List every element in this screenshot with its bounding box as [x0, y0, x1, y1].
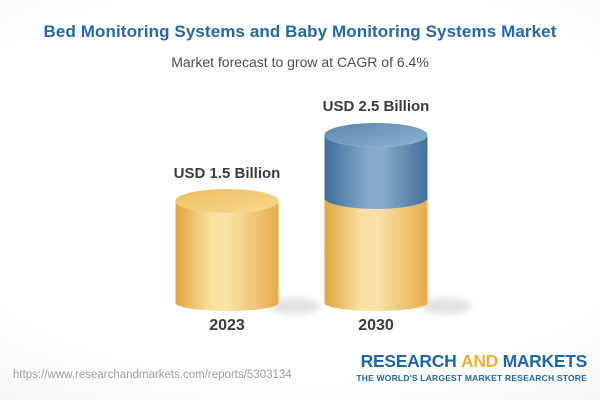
- chart-subtitle: Market forecast to grow at CAGR of 6.4%: [171, 54, 429, 70]
- bar-2023-body: [175, 201, 279, 311]
- logo-wordmark: RESEARCH AND MARKETS: [356, 351, 588, 371]
- bar-2030-cylinder: [324, 123, 428, 311]
- bar-2023-value-label: USD 1.5 Billion: [173, 165, 281, 182]
- chart-title: Bed Monitoring Systems and Baby Monitori…: [43, 22, 557, 41]
- bar-2030-shadow: [419, 298, 471, 314]
- bar-shadows: [269, 298, 471, 314]
- report-url: https://www.researchandmarkets.com/repor…: [13, 369, 292, 381]
- bar-2030-base-segment: [324, 198, 428, 311]
- bar-2023-top: [175, 189, 279, 213]
- bar-2030-value-label: USD 2.5 Billion: [322, 98, 430, 115]
- logo-tagline: THE WORLD'S LARGEST MARKET RESEARCH STOR…: [356, 372, 587, 383]
- bar-2023-category-label: 2023: [209, 317, 245, 334]
- logo-word-and: AND: [460, 351, 498, 371]
- bar-2030-top: [324, 123, 428, 147]
- logo-word-markets: MARKETS: [502, 351, 588, 371]
- research-and-markets-logo: RESEARCH AND MARKETS THE WORLD'S LARGEST…: [356, 351, 588, 383]
- bar-2023-shadow: [269, 298, 321, 314]
- bar-2030-growth-segment: [324, 135, 428, 209]
- logo-word-research: RESEARCH: [360, 351, 457, 371]
- bar-2030-category-label: 2030: [358, 317, 394, 334]
- bar-2023-cylinder: [175, 189, 279, 311]
